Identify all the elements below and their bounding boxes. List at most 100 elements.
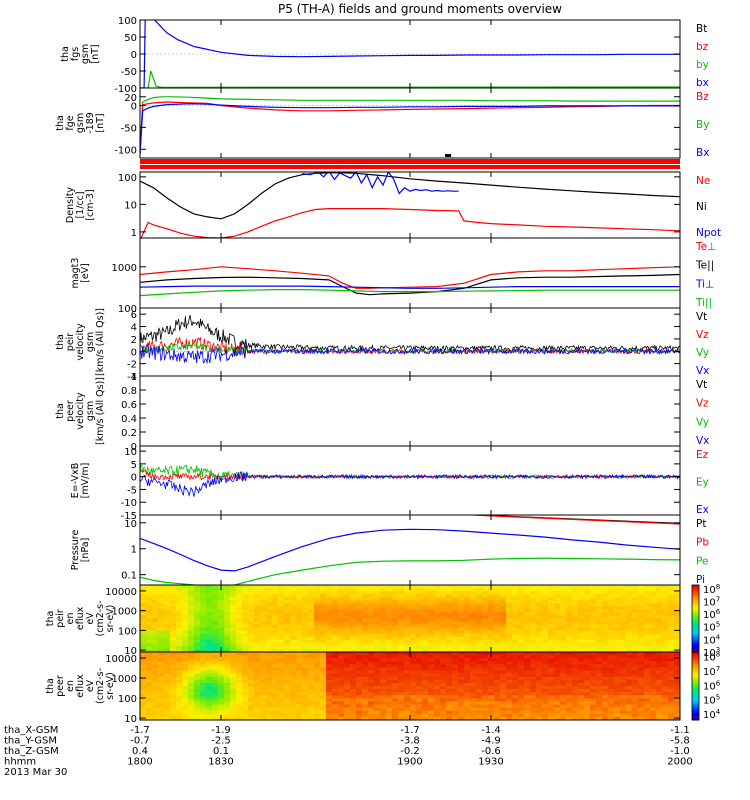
heatmap-peer_spec	[140, 652, 680, 720]
svg-text:tha: tha	[55, 334, 66, 350]
ytick-label: -100	[114, 145, 137, 156]
axis-row-value: -0.7	[130, 736, 150, 747]
svg-text:sr-eV): sr-eV)	[105, 605, 116, 633]
svg-text:eV: eV	[85, 612, 96, 625]
ytick-label: -15	[121, 511, 137, 522]
ylabel-efield: E=-VxB [mV/m]	[70, 463, 91, 499]
axis-row-label: tha_Y-GSM	[4, 736, 57, 747]
ylabel-temp: magt3 [eV]	[70, 258, 91, 289]
svg-text:105: 105	[703, 694, 720, 707]
ytick-label: 2	[131, 335, 137, 346]
panel-density: 1 10 100 Density [1/cc] [cm-3] Ne Ni Npot	[65, 171, 721, 239]
ytick-label: 0	[131, 473, 137, 484]
svg-text:E=-VxB: E=-VxB	[70, 463, 81, 498]
ytick-label: 0	[131, 442, 137, 453]
svg-text:(cm2-s-: (cm2-s-	[95, 600, 106, 636]
svg-text:fgs: fgs	[70, 47, 81, 61]
legend-temp-0: Te⊥	[695, 241, 716, 253]
axis-row-value: -1.4	[481, 725, 501, 736]
svg-text:tha: tha	[55, 403, 66, 419]
svg-text:en: en	[65, 613, 76, 625]
svg-text:108: 108	[703, 650, 720, 663]
ytick-label: 20	[124, 93, 137, 104]
svg-text:[km/s (All Qs)]: [km/s (All Qs)]	[95, 377, 106, 445]
svg-text:Pressure: Pressure	[70, 530, 81, 571]
svg-text:105: 105	[703, 621, 720, 634]
series-velocity-Vx	[140, 344, 680, 364]
axis-row-value: 1900	[397, 757, 422, 768]
axis-row-value: 1800	[127, 757, 152, 768]
legend-fgs-1: bz	[696, 41, 709, 53]
svg-text:tha: tha	[45, 678, 56, 694]
legend-velocity-1: Vz	[696, 329, 709, 341]
axis-row-value: 1930	[478, 757, 503, 768]
ytick-label: 0.4	[121, 414, 137, 425]
ytick-label: -50	[121, 67, 137, 78]
svg-text:fge: fge	[65, 115, 76, 130]
ytick-label: 1000	[112, 263, 137, 274]
ytick-label: 1	[131, 545, 137, 556]
series-efield-Ey	[140, 464, 680, 482]
ytick-label: 0.8	[121, 386, 137, 397]
svg-text:peer: peer	[55, 675, 66, 697]
legend-fgs-2: by	[696, 59, 709, 71]
ytick-label: 5	[131, 460, 137, 471]
axis-row-value: 0.1	[213, 746, 229, 757]
svg-text:[mV/m]: [mV/m]	[80, 463, 91, 499]
ytick-label: 0	[131, 102, 137, 113]
legend-velocity-3: Vx	[696, 365, 709, 377]
ytick-label: 0.2	[121, 428, 137, 439]
ytick-label: 10000	[105, 654, 137, 665]
axis-row-value: -1.7	[130, 725, 150, 736]
ytick-label: 0.6	[121, 400, 137, 411]
ytick-label: -2	[127, 360, 137, 371]
ytick-label: 10	[124, 714, 137, 725]
ytick-label: 0.1	[121, 571, 137, 582]
svg-text:gsm: gsm	[80, 44, 91, 64]
axis-row-value: 0.4	[132, 746, 148, 757]
ytick-label: -100	[114, 84, 137, 95]
ytick-label: 10	[124, 519, 137, 530]
time-axis-table: tha_X-GSM -1.7 -1.9 -1.7 -1.4 -1.1 tha_Y-GSM -0…	[4, 725, 693, 778]
svg-text:(cm2-s-: (cm2-s-	[95, 668, 106, 704]
ytick-label: 4	[131, 323, 137, 334]
axis-row-value: -4.9	[481, 736, 501, 747]
legend-density-2: Npot	[696, 227, 721, 239]
svg-text:magt3: magt3	[70, 258, 81, 289]
axis-row-value: 2000	[667, 757, 692, 768]
series-temp-Ti	[140, 285, 680, 289]
svg-text:[nPa]: [nPa]	[80, 538, 91, 563]
axis-row-value: -1.9	[211, 725, 231, 736]
svg-text:[eV]: [eV]	[80, 263, 91, 283]
svg-text:107: 107	[703, 665, 720, 678]
svg-text:eflux: eflux	[75, 606, 86, 630]
legend-temp-3: Ti||	[695, 297, 712, 309]
ytick-label: 100	[118, 304, 137, 315]
ytick-label: 100	[118, 173, 137, 184]
svg-text:velocity: velocity	[75, 392, 86, 430]
svg-text:104: 104	[703, 633, 721, 646]
panel-fge: -100 -50 020 tha fge gsm -189 [nT] Bz By Bx	[55, 87, 709, 159]
svg-text:tha: tha	[45, 611, 56, 627]
ytick-label: -50	[121, 123, 137, 134]
series-density-Ni	[140, 172, 680, 220]
svg-text:104: 104	[703, 708, 721, 721]
legend-efield-2: Ex	[696, 504, 709, 516]
axis-row-value: -2.5	[211, 736, 231, 747]
panel-pressure: 0.1 1 10 Pressure [nPa] Pt Pb Pe Pi	[70, 514, 709, 586]
axis-row-value: -1.0	[670, 746, 690, 757]
ylabel-velocity: tha peir velocity gsm [km/s (All Qs)]	[55, 308, 106, 376]
panel-peer_velocity: 0 0.2 0.4 0.6 0.8 1 tha peer velocity gsm [km/s (A…	[55, 372, 709, 453]
svg-text:velocity: velocity	[75, 323, 86, 361]
svg-text:gsm: gsm	[85, 401, 96, 421]
ytick-label: 100	[118, 626, 137, 637]
figure-title: P5 (TH-A) fields and ground moments over…	[278, 2, 562, 16]
svg-text:-189: -189	[85, 112, 96, 134]
ytick-label: 10	[124, 646, 137, 657]
svg-text:[km/s (All Qs)]: [km/s (All Qs)]	[95, 308, 106, 376]
series-fgs-by	[145, 70, 680, 88]
